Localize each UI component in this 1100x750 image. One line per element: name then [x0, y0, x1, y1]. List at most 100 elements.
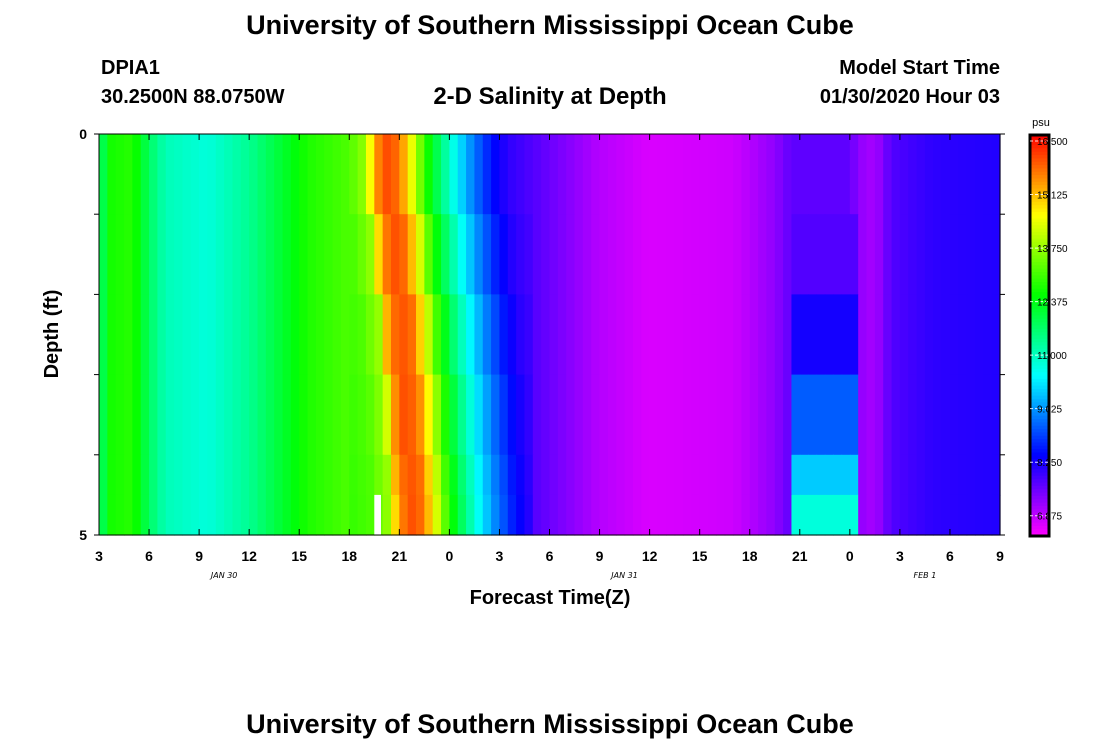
heatmap-cell: [657, 494, 667, 536]
heatmap-cell: [983, 374, 993, 456]
heatmap-cell: [774, 494, 784, 536]
heatmap-cell: [949, 494, 959, 536]
heatmap-cell: [99, 214, 108, 295]
heatmap-cell: [99, 294, 108, 376]
colorbar-step: [1030, 365, 1049, 370]
heatmap-cell: [240, 134, 250, 215]
heatmap-cell: [574, 454, 584, 496]
heatmap-cell: [407, 134, 417, 215]
heatmap-cell: [232, 294, 242, 376]
heatmap-cell: [449, 374, 459, 456]
heatmap-cell: [674, 374, 684, 456]
colorbar-step: [1030, 442, 1049, 447]
heatmap-cell: [591, 134, 601, 215]
missing-data-cell: [374, 494, 381, 535]
heatmap-cell: [774, 374, 784, 456]
heatmap-cell: [991, 294, 1001, 376]
colorbar-step: [1030, 355, 1049, 360]
heatmap-cell: [924, 454, 934, 496]
heatmap-cell: [416, 214, 425, 295]
heatmap-cell: [849, 134, 859, 215]
heatmap-cell: [808, 454, 818, 496]
heatmap-cell: [466, 134, 476, 215]
colorbar-step: [1030, 529, 1049, 534]
heatmap-cell: [966, 454, 976, 496]
x-tick-label: 3: [496, 548, 504, 564]
colorbar-step: [1030, 265, 1049, 270]
heatmap-cell: [541, 494, 551, 536]
colorbar-step: [1030, 295, 1049, 300]
heatmap-cell: [849, 454, 859, 496]
y-axis-label: Depth (ft): [41, 290, 63, 379]
heatmap-cell: [182, 454, 192, 496]
colorbar-step: [1030, 228, 1049, 233]
heatmap-cell: [758, 214, 767, 295]
heatmap-cell: [374, 454, 384, 496]
heatmap-cell: [758, 454, 767, 496]
heatmap-cell: [307, 454, 317, 496]
heatmap-cell: [157, 494, 167, 536]
y-tick-label: 0: [79, 126, 87, 142]
heatmap-cell: [899, 214, 909, 295]
heatmap-cell: [507, 294, 517, 376]
heatmap-cell: [858, 454, 868, 496]
heatmap-cell: [624, 454, 634, 496]
heatmap-cell: [616, 214, 626, 295]
colorbar-step: [1030, 482, 1049, 487]
colorbar-step: [1030, 398, 1049, 403]
heatmap-cell: [899, 294, 909, 376]
heatmap-cell: [124, 374, 133, 456]
heatmap-cell: [215, 134, 225, 215]
x-tick-label: 0: [445, 548, 453, 564]
heatmap-cell: [866, 134, 876, 215]
heatmap-cell: [282, 374, 292, 456]
heatmap-cell: [791, 214, 801, 295]
heatmap-cell: [365, 374, 375, 456]
heatmap-cell: [666, 214, 676, 295]
heatmap-cell: [607, 214, 617, 295]
heatmap-cell: [441, 294, 450, 376]
heatmap-cell: [841, 134, 851, 215]
heatmap-cell: [149, 454, 158, 496]
heatmap-cell: [365, 134, 375, 215]
heatmap-cell: [507, 134, 517, 215]
colorbar-step: [1030, 402, 1049, 407]
colorbar-step: [1030, 181, 1049, 186]
heatmap-cell: [407, 294, 417, 376]
heatmap-cell: [974, 454, 984, 496]
heatmap-cell: [657, 374, 667, 456]
heatmap-cell: [324, 374, 334, 456]
heatmap-cell: [466, 294, 476, 376]
heatmap-cell: [708, 294, 717, 376]
heatmap-cell: [324, 134, 334, 215]
heatmap-cell: [374, 294, 384, 376]
heatmap-cell: [357, 454, 367, 496]
heatmap-cell: [699, 134, 709, 215]
heatmap-cell: [682, 294, 692, 376]
colorbar-step: [1030, 429, 1049, 434]
colorbar-step: [1030, 382, 1049, 387]
heatmap-cell: [582, 294, 592, 376]
colorbar-step: [1030, 175, 1049, 180]
heatmap-cell: [466, 214, 476, 295]
heatmap-cell: [432, 294, 442, 376]
heatmap-cell: [866, 494, 876, 536]
heatmap-cell: [416, 294, 425, 376]
x-tick-label: 0: [846, 548, 854, 564]
heatmap-cell: [541, 214, 551, 295]
heatmap-cell: [140, 214, 150, 295]
x-tick-label: 21: [792, 548, 808, 564]
heatmap-cell: [741, 454, 751, 496]
heatmap-cell: [124, 494, 133, 536]
heatmap-cell: [958, 374, 968, 456]
heatmap-cell: [933, 374, 943, 456]
heatmap-cell: [240, 374, 250, 456]
heatmap-cell: [424, 214, 434, 295]
heatmap-cell: [766, 134, 776, 215]
heatmap-cell: [407, 374, 417, 456]
heatmap-cell: [974, 374, 984, 456]
heatmap-cell: [824, 134, 834, 215]
heatmap-cell: [132, 134, 142, 215]
colorbar-step: [1030, 221, 1049, 226]
colorbar-step: [1030, 278, 1049, 283]
